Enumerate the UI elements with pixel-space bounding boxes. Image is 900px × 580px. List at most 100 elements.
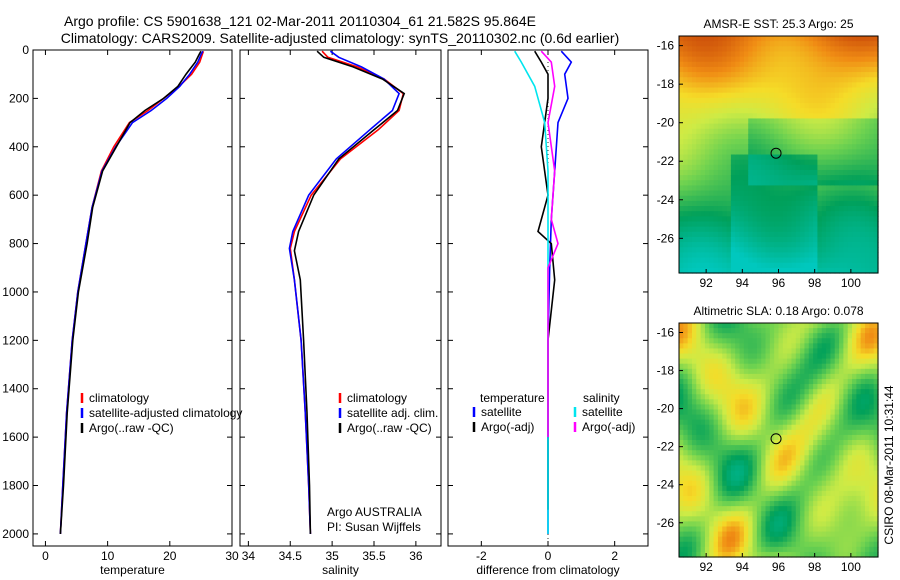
heatmap-cell — [696, 87, 702, 94]
heatmap-cell — [847, 51, 853, 58]
heatmap-cell — [817, 409, 823, 416]
heatmap-cell — [787, 506, 793, 512]
y-tick-label: -18 — [657, 364, 675, 378]
heatmap-cell — [730, 236, 736, 243]
heatmap-cell — [748, 429, 754, 436]
heatmap-cell — [804, 384, 810, 390]
heatmap-cell — [865, 343, 870, 350]
heatmap-cell — [691, 216, 697, 223]
heatmap-cell — [761, 399, 767, 405]
heatmap-cell — [717, 536, 723, 543]
heatmap-cell — [769, 159, 775, 166]
heatmap-cell — [761, 363, 767, 370]
heatmap-cell — [683, 521, 689, 528]
heatmap-cell — [774, 475, 780, 482]
heatmap-cell — [752, 77, 758, 83]
heatmap-cell — [717, 429, 723, 436]
heatmap-cell — [873, 200, 879, 207]
heatmap-cell — [765, 480, 771, 487]
heatmap-cell — [735, 41, 741, 47]
heatmap-cell — [743, 133, 749, 140]
heatmap-cell — [808, 257, 814, 264]
heatmap-cell — [826, 323, 832, 329]
heatmap-cell — [743, 465, 749, 472]
heatmap-cell — [761, 368, 767, 375]
heatmap-cell — [713, 470, 719, 477]
heatmap-cell — [821, 139, 827, 145]
heatmap-cell — [787, 378, 793, 385]
heatmap-cell — [778, 257, 784, 264]
heatmap-cell — [808, 399, 814, 405]
heatmap-cell — [769, 378, 775, 385]
heatmap-cell — [704, 211, 710, 217]
heatmap-cell — [852, 495, 857, 502]
heatmap-cell — [817, 541, 823, 548]
heatmap-cell — [730, 113, 736, 120]
heatmap-cell — [787, 206, 793, 212]
heatmap-cell — [679, 353, 684, 360]
heatmap-cell — [683, 531, 689, 538]
heatmap-cell — [735, 206, 741, 212]
heatmap-cell — [856, 384, 862, 390]
heatmap-cell — [769, 323, 775, 329]
heatmap-cell — [860, 108, 866, 114]
heatmap-cell — [700, 108, 706, 114]
heatmap-cell — [795, 394, 801, 400]
heatmap-cell — [839, 252, 844, 259]
heatmap-cell — [717, 551, 723, 558]
heatmap-cell — [839, 257, 844, 264]
heatmap-cell — [722, 450, 728, 456]
heatmap-cell — [774, 521, 780, 528]
y-tick-label: 800 — [9, 237, 29, 251]
heatmap-cell — [808, 113, 814, 120]
heatmap-cell — [683, 333, 689, 339]
heatmap-cell — [683, 46, 689, 53]
heatmap-cell — [843, 358, 849, 365]
heatmap-cell — [709, 419, 715, 426]
heatmap-cell — [778, 516, 784, 522]
heatmap-cell — [813, 495, 819, 502]
heatmap-cell — [691, 123, 697, 130]
heatmap-cell — [726, 108, 732, 114]
heatmap-cell — [852, 211, 857, 217]
heatmap-cell — [713, 506, 719, 512]
heatmap-cell — [756, 378, 762, 385]
heatmap-cell — [843, 455, 849, 461]
heatmap-cell — [774, 424, 780, 431]
heatmap-cell — [852, 149, 857, 156]
heatmap-cell — [743, 440, 749, 446]
heatmap-cell — [726, 368, 732, 375]
heatmap-cell — [791, 353, 797, 360]
heatmap-cell — [761, 424, 767, 431]
heatmap-cell — [865, 185, 870, 192]
heatmap-cell — [782, 113, 788, 120]
heatmap-cell — [700, 343, 706, 350]
heatmap-cell — [804, 541, 810, 548]
heatmap-cell — [843, 113, 849, 120]
heatmap-cell — [700, 363, 706, 370]
heatmap-cell — [679, 536, 684, 543]
heatmap-cell — [860, 206, 866, 212]
heatmap-cell — [834, 61, 840, 68]
heatmap-cell — [765, 226, 771, 233]
heatmap-cell — [756, 480, 762, 487]
heatmap-cell — [717, 373, 723, 380]
heatmap-cell — [709, 404, 715, 411]
heatmap-cell — [709, 159, 715, 166]
heatmap-cell — [821, 541, 827, 548]
heatmap-cell — [726, 51, 732, 58]
heatmap-cell — [817, 429, 823, 436]
heatmap-cell — [817, 123, 823, 130]
heatmap-cell — [752, 440, 758, 446]
heatmap-cell — [730, 521, 736, 528]
heatmap-cell — [765, 424, 771, 431]
heatmap-cell — [826, 480, 832, 487]
heatmap-cell — [847, 384, 853, 390]
heatmap-cell — [800, 373, 806, 380]
heatmap-cell — [873, 384, 879, 390]
heatmap-cell — [873, 394, 879, 400]
heatmap-cell — [813, 511, 819, 517]
heatmap-cell — [722, 384, 728, 390]
heatmap-cell — [787, 414, 793, 421]
heatmap-cell — [691, 51, 697, 58]
